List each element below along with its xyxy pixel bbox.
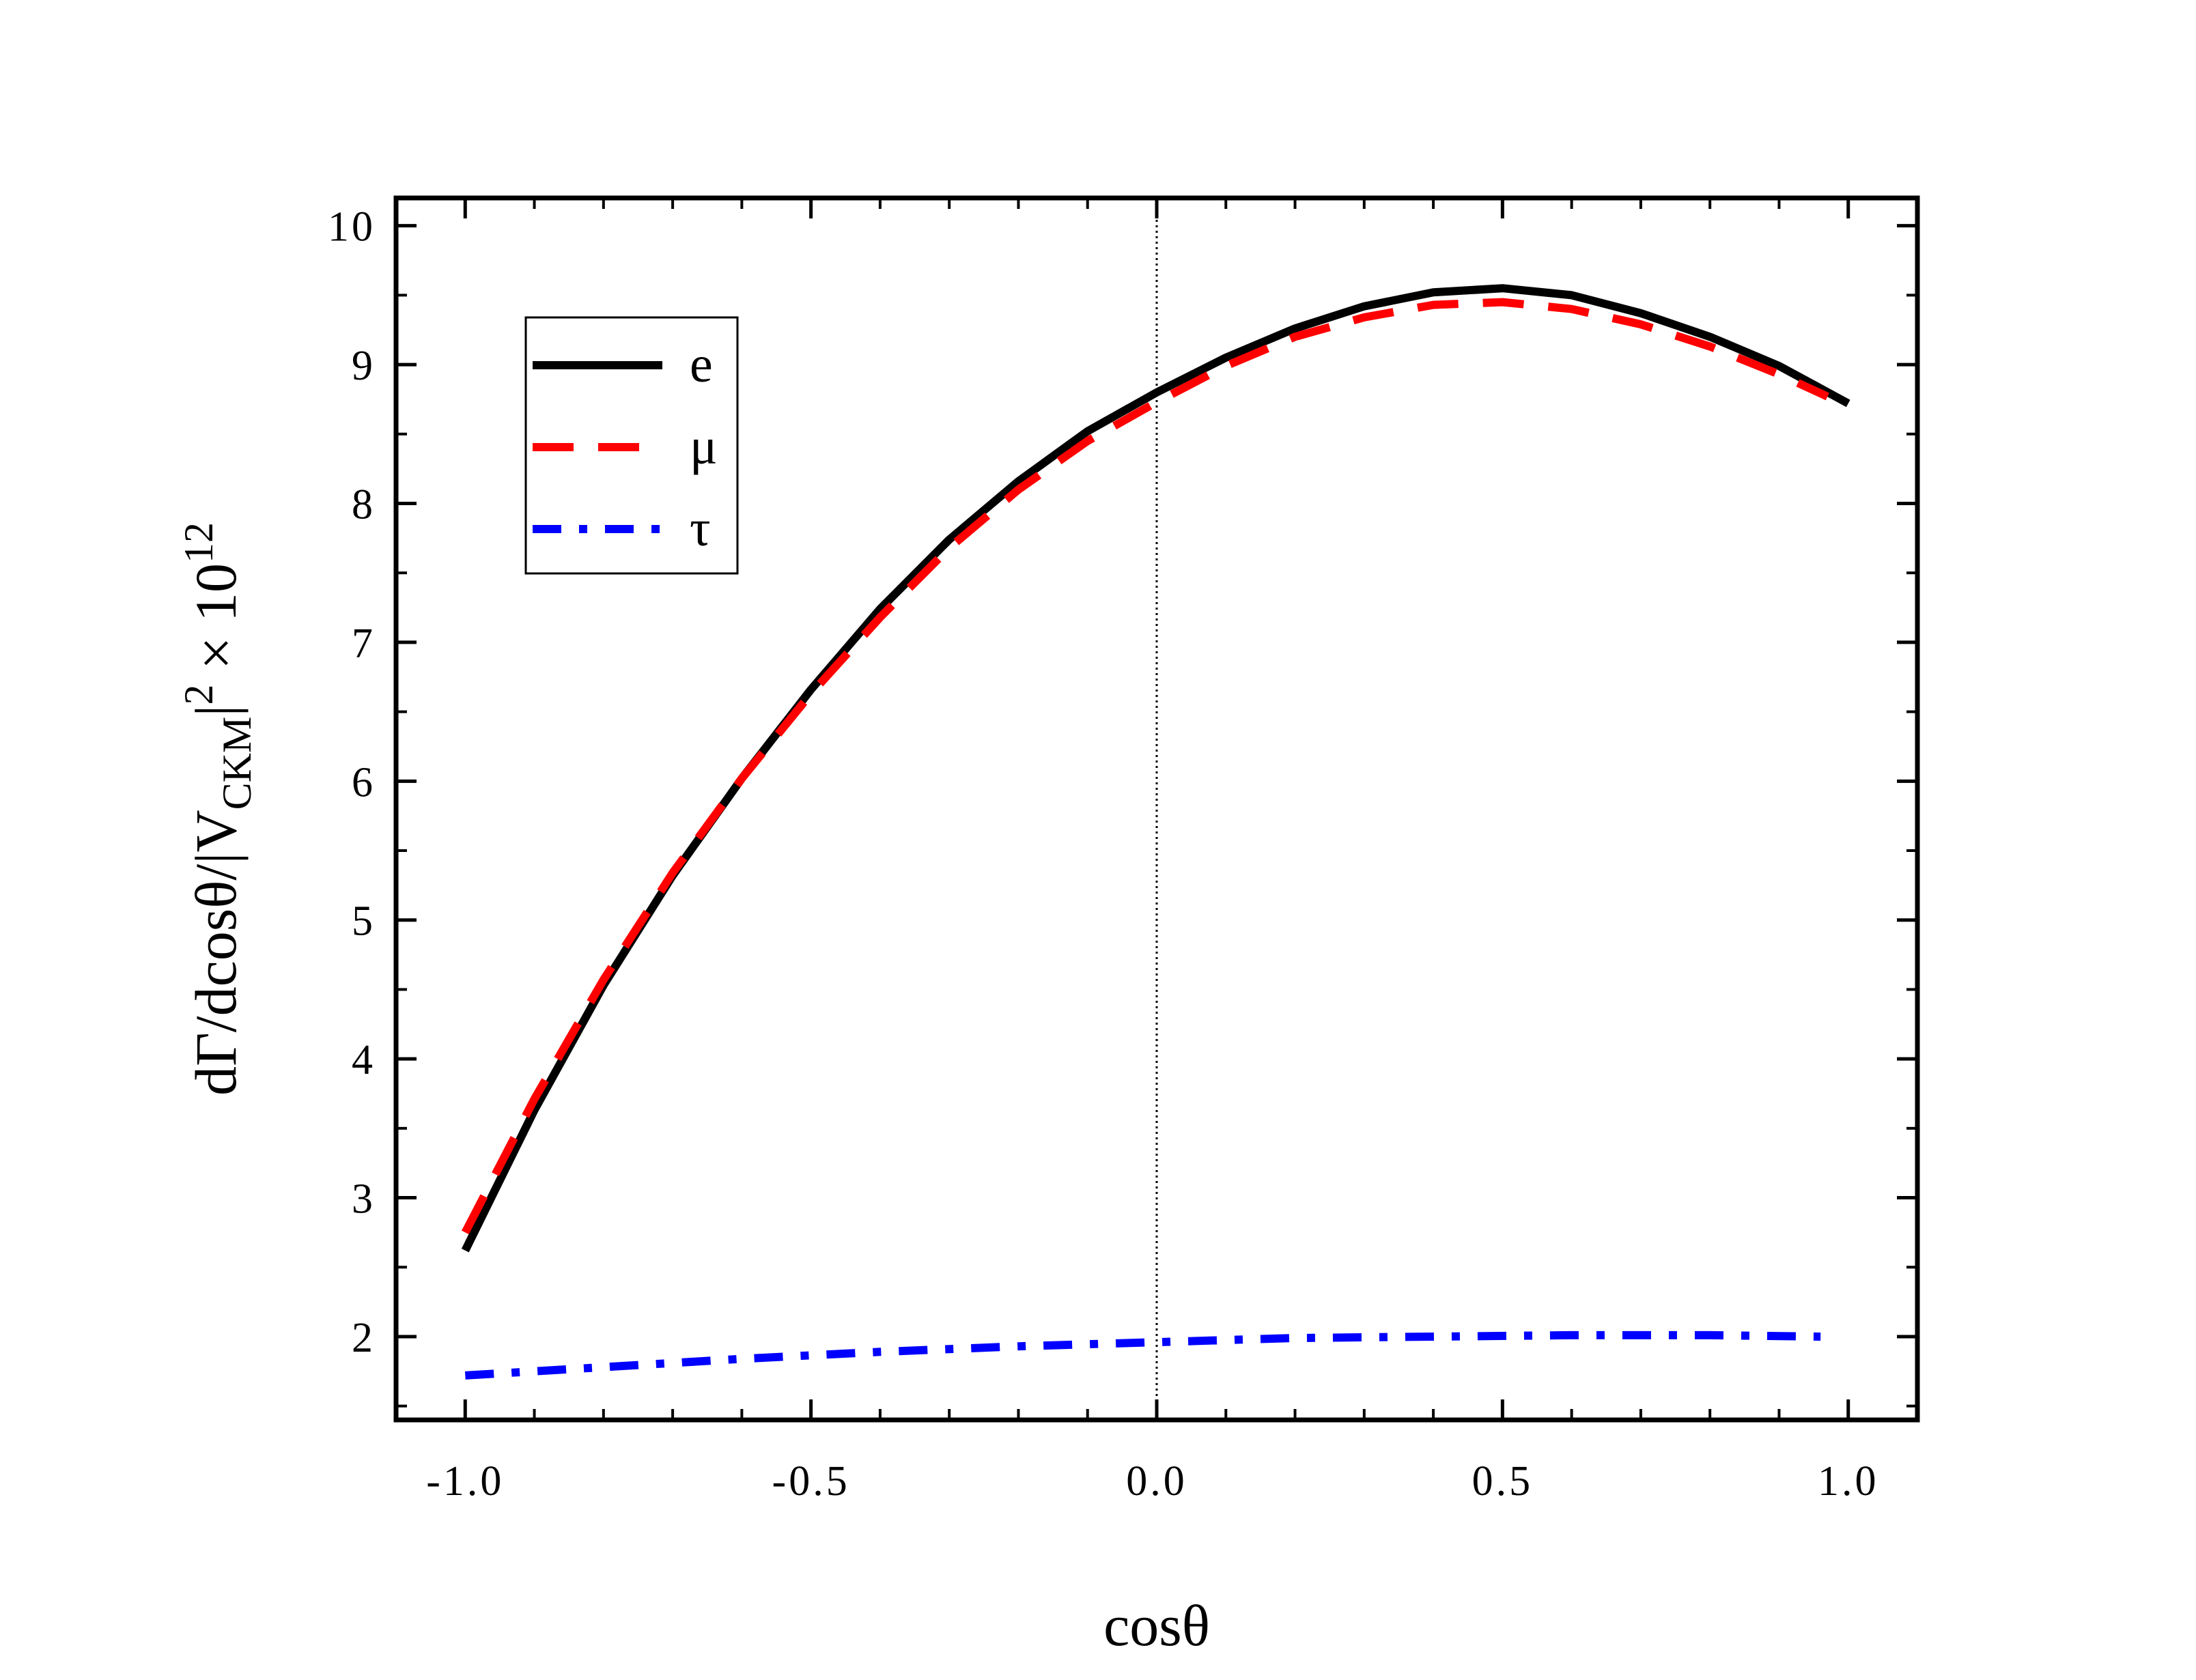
y-axis-title-exponent: 12 (176, 522, 221, 563)
series-line-0 (461, 284, 1850, 1253)
x-tick-label: 1.0 (1818, 1458, 1879, 1505)
y-tick-label: 2 (352, 1315, 376, 1361)
y-tick-label: 6 (352, 759, 376, 806)
x-tick-labels: -1.0 -0.5 0.0 0.5 1.0 (426, 1458, 1879, 1505)
x-tick-label: 0.0 (1126, 1458, 1187, 1505)
legend-items: eμτ (533, 336, 718, 557)
series-lines (461, 284, 1850, 1380)
y-axis-title-bar: | (183, 704, 249, 716)
y-tick-label: 4 (352, 1037, 376, 1083)
y-tick-label: 10 (328, 204, 376, 251)
y-axis-title-superscript: 2 (176, 684, 221, 704)
y-tick-label: 5 (352, 898, 376, 945)
legend-label-2: τ (690, 500, 711, 557)
y-axis-title: dΓ/dcosθ/|VCKM|2 × 1012 (176, 522, 259, 1096)
y-tick-label: 8 (352, 482, 376, 528)
y-tick-label: 3 (352, 1176, 376, 1223)
plot-area: -1.0 -0.5 0.0 0.5 1.0 2 3 4 5 6 7 8 9 10 (328, 195, 1920, 1505)
y-tick-labels: 2 3 4 5 6 7 8 9 10 (328, 204, 376, 1361)
series-line-2 (464, 1330, 1821, 1380)
series-line-1 (461, 298, 1829, 1235)
y-tick-label: 9 (352, 343, 376, 389)
legend-label-0: e (690, 336, 713, 393)
axis-ticks (395, 198, 1919, 1420)
y-axis-title-times: × 10 (183, 563, 249, 685)
x-tick-label: -1.0 (426, 1458, 504, 1505)
y-axis-title-main: dΓ/dcosθ/|V (183, 810, 249, 1096)
x-axis-title: cosθ (1103, 1593, 1210, 1658)
x-tick-label: 0.5 (1472, 1458, 1534, 1505)
legend: eμτ (524, 316, 739, 575)
x-tick-label: -0.5 (772, 1458, 850, 1505)
y-tick-label: 7 (352, 621, 376, 667)
y-axis-title-subscript: CKM (214, 717, 259, 810)
legend-label-1: μ (690, 418, 718, 475)
